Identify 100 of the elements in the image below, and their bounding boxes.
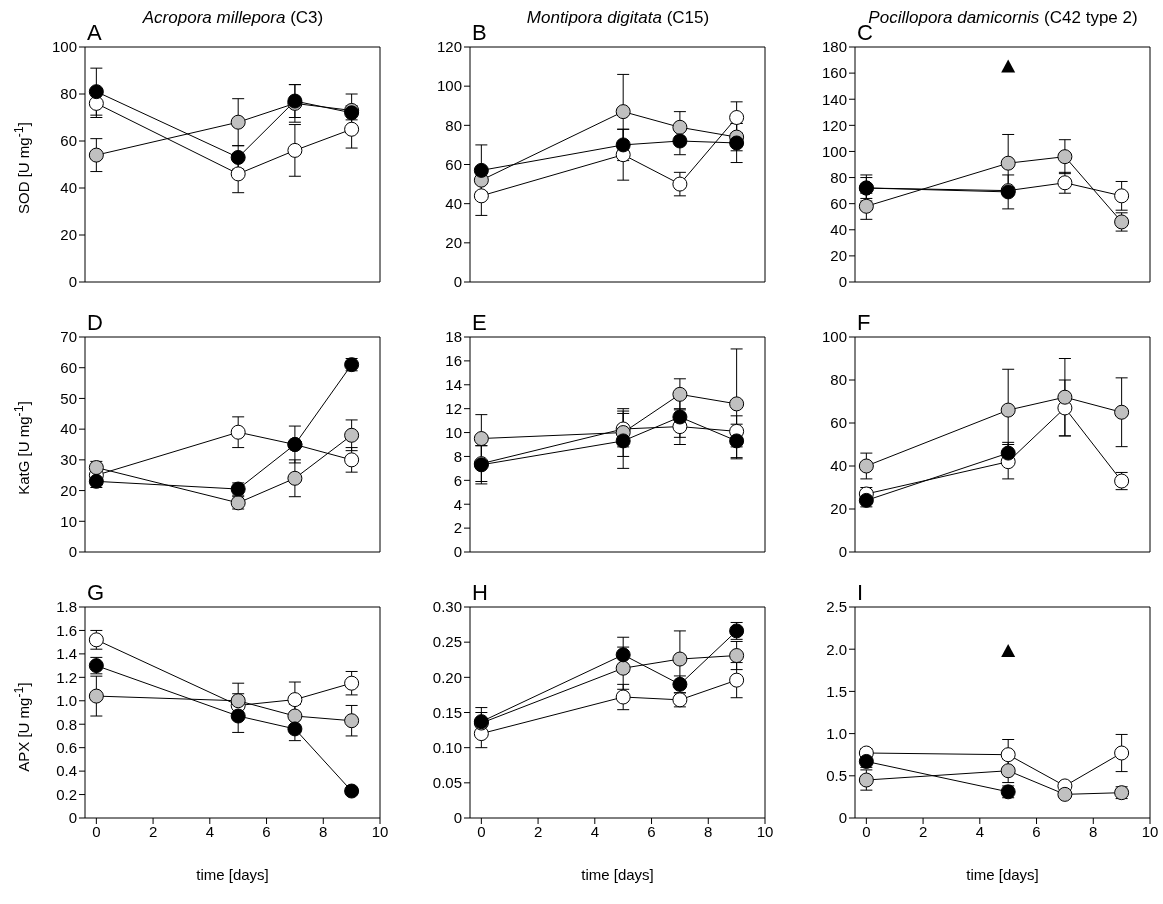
y-tick-label: 100 <box>821 142 847 160</box>
y-tick-label: 1.0 <box>826 724 847 742</box>
y-tick-label: 0 <box>838 809 847 827</box>
y-tick-label: 40 <box>830 221 847 239</box>
y-tick-label: 0.8 <box>56 715 77 733</box>
y-tick-label: 16 <box>445 352 462 370</box>
y-tick-label: 40 <box>60 179 77 197</box>
chart-title: Acropora millepora (C3) <box>142 8 324 27</box>
y-tick-label: 2.5 <box>826 598 847 616</box>
y-tick-label: 0 <box>68 543 77 561</box>
y-tick-label: 0 <box>453 273 462 291</box>
y-tick-label: 60 <box>830 414 847 432</box>
y-tick-label: 60 <box>445 155 462 173</box>
y-tick-label: 0.20 <box>432 668 462 686</box>
y-tick-label: 80 <box>830 371 847 389</box>
text: B <box>472 20 487 46</box>
x-tick-label: 4 <box>975 822 984 840</box>
y-tick-label: 80 <box>445 116 462 134</box>
x-tick-label: 6 <box>1032 822 1041 840</box>
x-tick-label: 0 <box>862 822 871 840</box>
y-tick-label: 0.05 <box>432 774 462 792</box>
x-tick-label: 8 <box>319 822 328 840</box>
y-tick-label: 0.15 <box>432 703 462 721</box>
y-tick-label: 120 <box>821 116 847 134</box>
y-tick-label: 20 <box>830 500 847 518</box>
y-tick-label: 0 <box>838 273 847 291</box>
y-tick-label: 40 <box>60 420 77 438</box>
text: E <box>472 310 487 336</box>
chart-title: Montipora digitata (C15) <box>526 8 710 27</box>
y-tick-label: 1.6 <box>56 621 77 639</box>
x-tick-label: 8 <box>704 822 713 840</box>
y-tick-label: 70 <box>60 328 77 346</box>
y-tick-label: 0.25 <box>432 633 462 651</box>
x-tick-label: 6 <box>262 822 271 840</box>
text: D <box>87 310 103 336</box>
text: F <box>857 310 871 336</box>
x-tick-label: 10 <box>756 822 774 840</box>
text: H <box>472 580 488 606</box>
y-tick-label: 0.5 <box>826 767 847 785</box>
y-tick-label: 30 <box>60 451 77 469</box>
y-tick-label: 60 <box>60 359 77 377</box>
y-tick-label: 2.0 <box>826 640 847 658</box>
y-tick-label: 1.0 <box>56 692 77 710</box>
y-tick-label: 1.4 <box>56 645 77 663</box>
x-tick-label: 10 <box>371 822 389 840</box>
y-tick-label: 100 <box>436 77 462 95</box>
y-tick-label: 0.2 <box>56 785 77 803</box>
y-tick-label: 50 <box>60 389 77 407</box>
y-tick-label: 2 <box>453 519 462 537</box>
y-tick-label: 0 <box>453 809 462 827</box>
y-tick-label: 0.6 <box>56 738 77 756</box>
y-tick-label: 80 <box>60 85 77 103</box>
x-axis-title: time [days] <box>966 866 1039 883</box>
y-tick-label: 6 <box>453 471 462 489</box>
y-tick-label: 60 <box>830 194 847 212</box>
y-tick-label: 0.30 <box>432 598 462 616</box>
y-tick-label: 20 <box>60 481 77 499</box>
y-tick-label: 12 <box>445 399 462 417</box>
y-tick-label: 14 <box>445 376 462 394</box>
y-tick-label: 20 <box>445 234 462 252</box>
x-tick-label: 6 <box>647 822 656 840</box>
y-tick-label: 0 <box>453 543 462 561</box>
x-tick-label: 8 <box>1089 822 1098 840</box>
y-tick-label: 0 <box>838 543 847 561</box>
y-tick-label: 20 <box>60 226 77 244</box>
y-tick-label: 40 <box>830 457 847 475</box>
x-tick-label: 4 <box>590 822 599 840</box>
x-axis-title: time [days] <box>196 866 269 883</box>
y-tick-label: 80 <box>830 168 847 186</box>
y-tick-label: 0 <box>68 809 77 827</box>
y-tick-label: 100 <box>51 38 77 56</box>
text: I <box>857 580 864 606</box>
y-tick-label: 0.10 <box>432 738 462 756</box>
x-tick-label: 0 <box>477 822 486 840</box>
x-tick-label: 10 <box>1141 822 1159 840</box>
y-tick-label: 0 <box>68 273 77 291</box>
y-tick-label: 8 <box>453 447 462 465</box>
y-tick-label: 180 <box>821 38 847 56</box>
y-tick-label: 4 <box>453 495 462 513</box>
y-tick-label: 1.8 <box>56 598 77 616</box>
y-tick-label: 100 <box>821 328 847 346</box>
y-tick-label: 40 <box>445 194 462 212</box>
x-tick-label: 2 <box>533 822 543 840</box>
x-tick-label: 2 <box>918 822 928 840</box>
x-tick-label: 4 <box>205 822 214 840</box>
text: G <box>87 580 105 606</box>
x-tick-label: 0 <box>92 822 101 840</box>
text: A <box>87 20 102 46</box>
y-tick-label: 1.2 <box>56 668 77 686</box>
x-axis-title: time [days] <box>581 866 654 883</box>
y-tick-label: 60 <box>60 132 77 150</box>
y-tick-label: 20 <box>830 247 847 265</box>
y-tick-label: 160 <box>821 64 847 82</box>
y-tick-label: 10 <box>445 423 462 441</box>
x-tick-label: 2 <box>148 822 158 840</box>
y-tick-label: 18 <box>445 328 462 346</box>
y-tick-label: 0.4 <box>56 762 77 780</box>
y-tick-label: 140 <box>821 90 847 108</box>
y-tick-label: 120 <box>436 38 462 56</box>
y-tick-label: 10 <box>60 512 77 530</box>
